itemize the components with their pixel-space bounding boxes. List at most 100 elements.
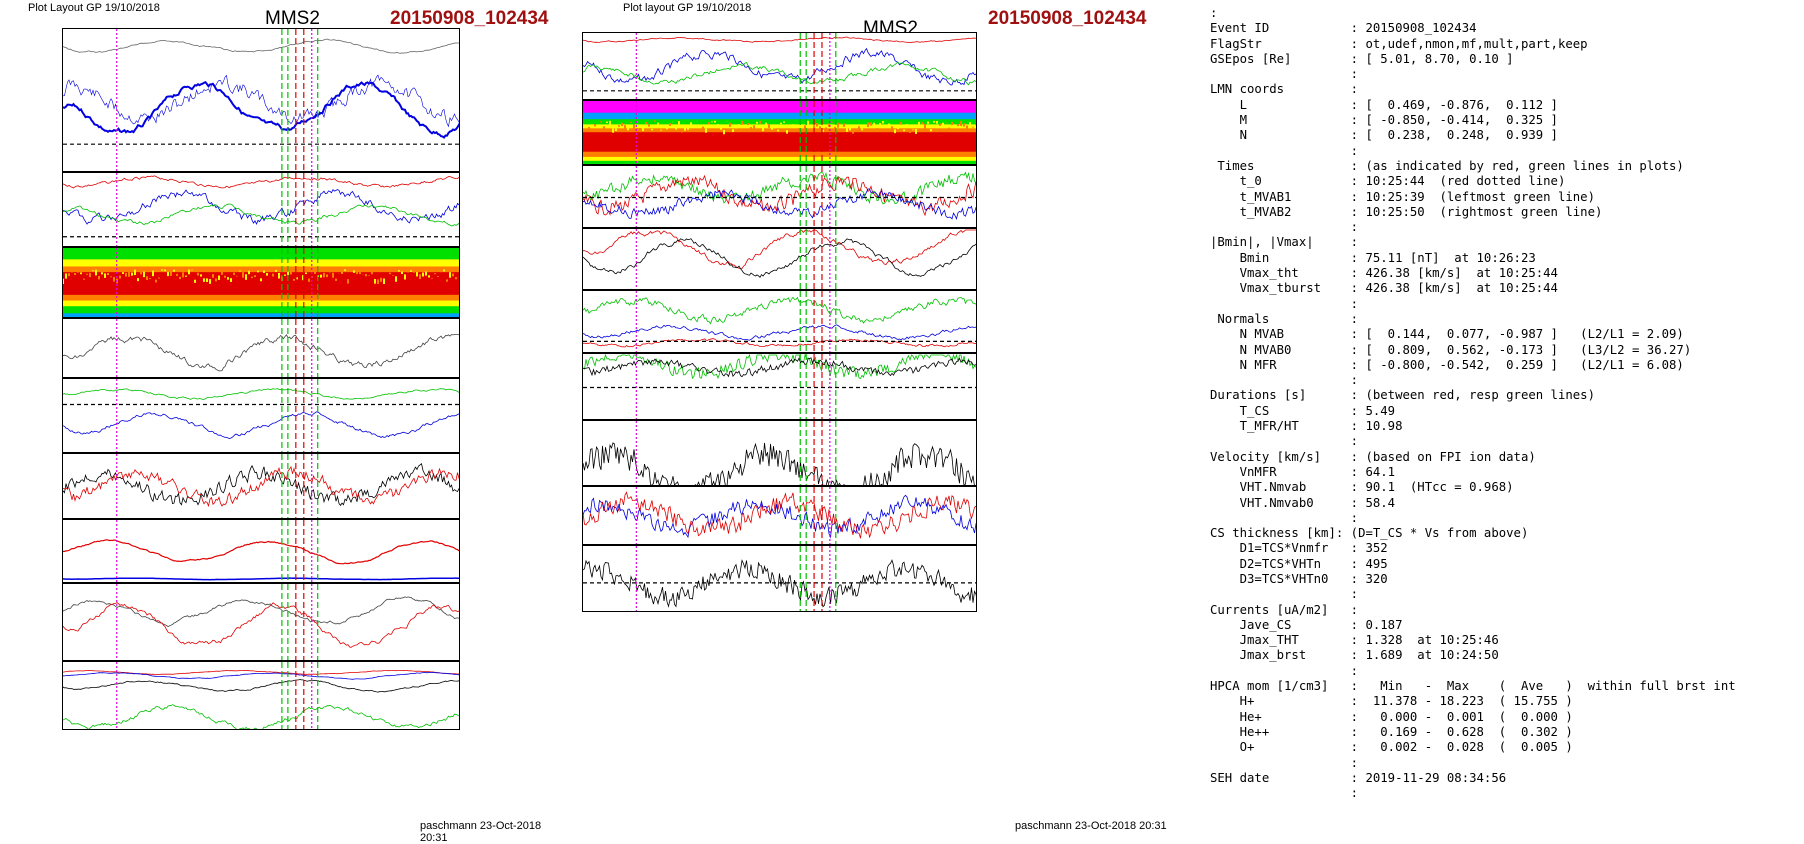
info-line: FlagStr : ot,udef,nmon,mf,mult,part,keep [1210,36,1588,51]
spectrogram-band [63,259,459,268]
info-line: D2=TCS*VHTn : 495 [1210,556,1388,571]
middle-panel-2-plot [583,166,976,227]
info-line: t_MVAB2 : 10:25:50 (rightmost green line… [1210,204,1603,219]
left-panel-5 [62,453,460,519]
left-panel-5-plot [63,454,459,518]
left-panel-0 [62,28,460,172]
spectrogram-band [583,101,976,114]
info-line: GSEpos [Re] : [ 5.01, 8.70, 0.10 ] [1210,51,1514,66]
info-line: : [1210,296,1359,311]
left-panel-8-plot [63,662,459,729]
middle-panel-7-series-0 [583,494,976,539]
info-line: : [1210,220,1359,235]
info-line: VnMFR : 64.1 [1210,464,1396,479]
middle-panel-4-series-2 [583,338,976,348]
middle-panel-8-series-0 [583,559,976,608]
spectrogram-band [63,266,459,274]
left-title: MMS2 [265,8,320,29]
info-line: HPCA mom [1/cm3] : Min - Max ( Ave ) wit… [1210,679,1736,694]
info-line: Velocity [km/s] : (based on FPI ion data… [1210,449,1536,464]
event-info-text: : Event ID : 20150908_102434 FlagStr : ot,… [1210,6,1736,801]
spectrogram-band [63,313,459,317]
middle-panel-5-series-0 [583,354,976,380]
info-line: LMN coords : [1210,82,1359,97]
info-line: : [1210,755,1359,770]
middle-panel-4-plot [583,291,976,352]
info-line: : [1210,434,1359,449]
left-panel-2 [62,247,460,318]
left-panel-7-plot [63,584,459,660]
info-line: He+ : 0.000 - 0.001 ( 0.000 ) [1210,709,1573,724]
middle-panel-0-series-2 [583,61,976,86]
info-line: CS thickness [km]: (D=T_CS * Vs from abo… [1210,526,1529,541]
info-line: M : [ -0.850, -0.414, 0.325 ] [1210,113,1558,128]
left-figure: Plot Layout GP 19/10/2018 MMS2 20150908_… [0,0,560,844]
info-line: : [1210,587,1359,602]
info-line: t_MVAB1 : 10:25:39 (leftmost green line) [1210,189,1595,204]
middle-panel-3-series-1 [583,238,976,278]
left-panel-5-series-1 [63,465,459,508]
info-line: N MVAB : [ 0.144, 0.077, -0.987 ] (L2/L1… [1210,327,1684,342]
info-line: t_0 : 10:25:44 (red dotted line) [1210,174,1566,189]
middle-panel-4-series-0 [583,296,976,325]
left-panel-7-series-1 [63,602,459,648]
spectrogram-band [583,112,976,121]
spectrogram-band [583,128,976,134]
middle-panel-6-series-0 [583,442,975,485]
spectrogram-band [63,272,459,296]
left-panel-0-plot [63,29,459,171]
left-panel-6-plot [63,520,459,582]
middle-panel-1 [582,100,977,165]
middle-panel-3-series-0 [583,229,976,270]
left-panel-4 [62,378,460,453]
middle-panel-4-series-1 [583,324,976,341]
left-panel-1-series-0 [63,175,459,189]
middle-panel-3-plot [583,229,976,289]
middle-panel-7-plot [583,487,976,544]
left-panel-0-series-1 [63,80,459,139]
info-line: H+ : 11.378 - 18.223 ( 15.755 ) [1210,694,1573,709]
spectrogram-band [583,151,976,158]
info-line: : [1210,510,1359,525]
info-line: : [1210,373,1359,388]
middle-panel-6 [582,420,977,486]
info-line: SEH date : 2019-11-29 08:34:56 [1210,770,1507,785]
left-panel-6-series-0 [63,539,459,565]
info-line: : [1210,663,1359,678]
spectrogram-band [583,119,976,126]
left-panel-2-plot [63,248,459,317]
middle-panel-0-series-1 [583,47,976,86]
info-line: VHT.Nmvab : 90.1 (HTcc = 0.968) [1210,480,1514,495]
info-line: Normals : [1210,311,1359,326]
info-line: O+ : 0.002 - 0.028 ( 0.005 ) [1210,740,1573,755]
info-line: D1=TCS*Vnmfr : 352 [1210,541,1388,556]
middle-panel-0-series-0 [583,36,976,43]
left-panel-1-series-2 [63,203,459,227]
left-panel-8-series-2 [63,679,459,693]
left-panel-8-series-0 [63,669,459,676]
middle-panel-2-series-2 [583,188,976,220]
left-panel-3-plot [63,319,459,377]
info-line: Durations [s] : (between red, resp green… [1210,388,1595,403]
spectrogram-band [63,300,459,308]
info-line: Jmax_THT : 1.328 at 10:25:46 [1210,633,1499,648]
info-line: T_CS : 5.49 [1210,403,1396,418]
middle-panel-0 [582,32,977,100]
left-panel-0-series-2 [63,74,459,128]
spectrogram-band [583,156,976,162]
spectrogram-band [63,294,459,302]
middle-panel-2 [582,165,977,228]
left-panel-8 [62,661,460,730]
middle-panel-0-plot [583,33,976,99]
middle-panel-6-plot [583,421,975,485]
left-panel-3-series-0 [63,334,459,372]
middle-panel-7-series-1 [583,491,976,539]
info-line: : [1210,67,1359,82]
left-panel-5-series-0 [63,462,459,507]
spectrogram-band [583,160,976,164]
middle-event-id: 20150908_102434 [988,8,1147,29]
left-header-small: Plot Layout GP 19/10/2018 [28,2,160,14]
middle-panel-1-plot [583,101,976,164]
info-line: D3=TCS*VHTn0 : 320 [1210,571,1388,586]
spectrogram-band [583,124,976,130]
